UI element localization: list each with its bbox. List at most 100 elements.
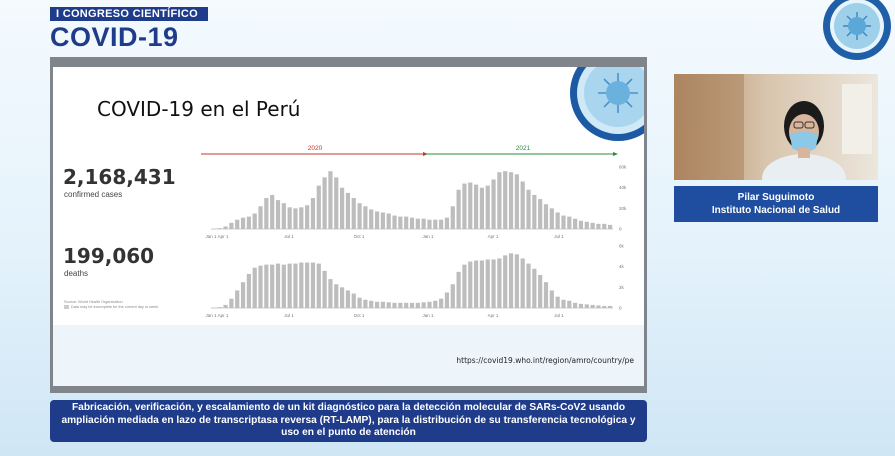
cases-bar [310, 198, 316, 229]
legend-note: Data may be incomplete for the current d… [64, 305, 174, 310]
deaths-bar [287, 263, 292, 308]
cases-bar [473, 184, 479, 229]
virus-decoration-icon [570, 67, 644, 141]
cases-bar [223, 226, 228, 229]
deaths-bar [380, 301, 385, 308]
cases-bar [392, 215, 397, 229]
deaths-ytick: 6k [619, 244, 625, 249]
presentation-slide: COVID-19 en el Perú 2,168,431 confirmed … [53, 67, 644, 386]
cases-ytick: 20k [619, 206, 627, 211]
cases-bar [602, 223, 607, 229]
deaths-bar [415, 302, 420, 308]
deaths-bar [369, 300, 374, 308]
deaths-bar [479, 260, 485, 308]
cases-bar [328, 171, 333, 229]
deaths-bar [602, 305, 607, 308]
cases-bar [252, 213, 257, 229]
cases-bar [270, 194, 275, 229]
deaths-xtick: Jul 1 [554, 313, 564, 318]
deaths-bar [264, 264, 269, 308]
deaths-bar [363, 299, 368, 308]
cases-bar [549, 208, 554, 229]
cases-bar [607, 224, 613, 229]
deaths-bar [567, 300, 572, 308]
cases-bar [322, 177, 327, 229]
cases-bar [281, 203, 286, 229]
deaths-bar [491, 259, 496, 308]
cases-bar [380, 212, 385, 229]
cases-bar [421, 218, 426, 229]
deaths-bar [322, 270, 327, 308]
deaths-bar [468, 261, 473, 308]
cases-bar [299, 207, 304, 229]
brand-title: COVID-19 [50, 22, 179, 52]
deaths-bar [374, 301, 380, 308]
cases-bar [427, 219, 432, 229]
cases-bar [503, 171, 508, 229]
speaker-video-frame [674, 74, 878, 180]
cases-xtick: Jul 1 [284, 234, 294, 239]
slide-title: COVID-19 en el Perú [97, 97, 301, 121]
cases-bar [345, 192, 351, 229]
cases-bar [538, 199, 543, 229]
deaths-bar [217, 307, 222, 308]
deaths-xtick: Jan 1 [422, 313, 434, 318]
deaths-bar [439, 298, 444, 308]
congress-label: I CONGRESO CIENTÍFICO [50, 7, 208, 21]
deaths-bar [497, 258, 502, 308]
deaths-bar [607, 305, 613, 308]
cases-bar [450, 206, 455, 229]
deaths-bar [532, 268, 537, 308]
deaths-bar [573, 302, 578, 308]
cases-bar [334, 177, 339, 229]
confirmed-cases-value: 2,168,431 [63, 165, 176, 189]
deaths-bar [578, 303, 584, 308]
deaths-bar [427, 301, 432, 308]
cases-bar [497, 172, 502, 229]
cases-bar [520, 181, 525, 229]
deaths-bar [275, 263, 281, 308]
virus-emblem-icon [823, 0, 891, 60]
cases-bar [573, 218, 578, 229]
cases-ytick: 60k [619, 165, 627, 170]
presentation-slide-frame: COVID-19 en el Perú 2,168,431 confirmed … [50, 57, 647, 393]
speaker-video [674, 74, 878, 180]
cases-bar [258, 206, 263, 229]
cases-bar [526, 189, 531, 229]
cases-bar [439, 219, 444, 229]
deaths-ytick: 4k [619, 264, 625, 269]
deaths-bar [421, 302, 426, 308]
deaths-xtick: Jul 1 [284, 313, 294, 318]
deaths-bar [543, 282, 549, 308]
speaker-nameplate: Pilar Suguimoto Instituto Nacional de Sa… [674, 186, 878, 222]
deaths-bar [473, 260, 479, 308]
deaths-bar [526, 263, 531, 308]
deaths-bar [508, 253, 514, 308]
deaths-bar [258, 265, 263, 308]
deaths-bar [398, 302, 403, 308]
speaker-institution: Instituto Nacional de Salud [711, 205, 841, 216]
speaker-name: Pilar Suguimoto [737, 192, 815, 203]
cases-bar [479, 187, 485, 229]
cases-bar [485, 185, 490, 229]
talk-title-text: Fabricación, verificación, y escalamient… [61, 402, 636, 439]
cases-bar [374, 211, 380, 229]
cases-bar [404, 216, 409, 229]
deaths-bar [433, 300, 438, 308]
cases-bar [584, 221, 589, 229]
cases-bar [543, 204, 549, 229]
deaths-bar [409, 302, 415, 308]
deaths-bar [229, 298, 234, 308]
deaths-bar [561, 299, 566, 308]
deaths-bar [345, 290, 351, 308]
cases-bar [415, 218, 420, 229]
deaths-bar [339, 287, 345, 308]
cases-bar [386, 213, 391, 229]
cases-bar [369, 209, 374, 229]
deaths-bar [270, 264, 275, 308]
deaths-xtick: Apr 1 [218, 313, 229, 318]
deaths-label: deaths [64, 269, 89, 278]
cases-bar [275, 200, 281, 229]
deaths-xtick: Oct 1 [354, 313, 365, 318]
cases-bar [229, 222, 234, 229]
